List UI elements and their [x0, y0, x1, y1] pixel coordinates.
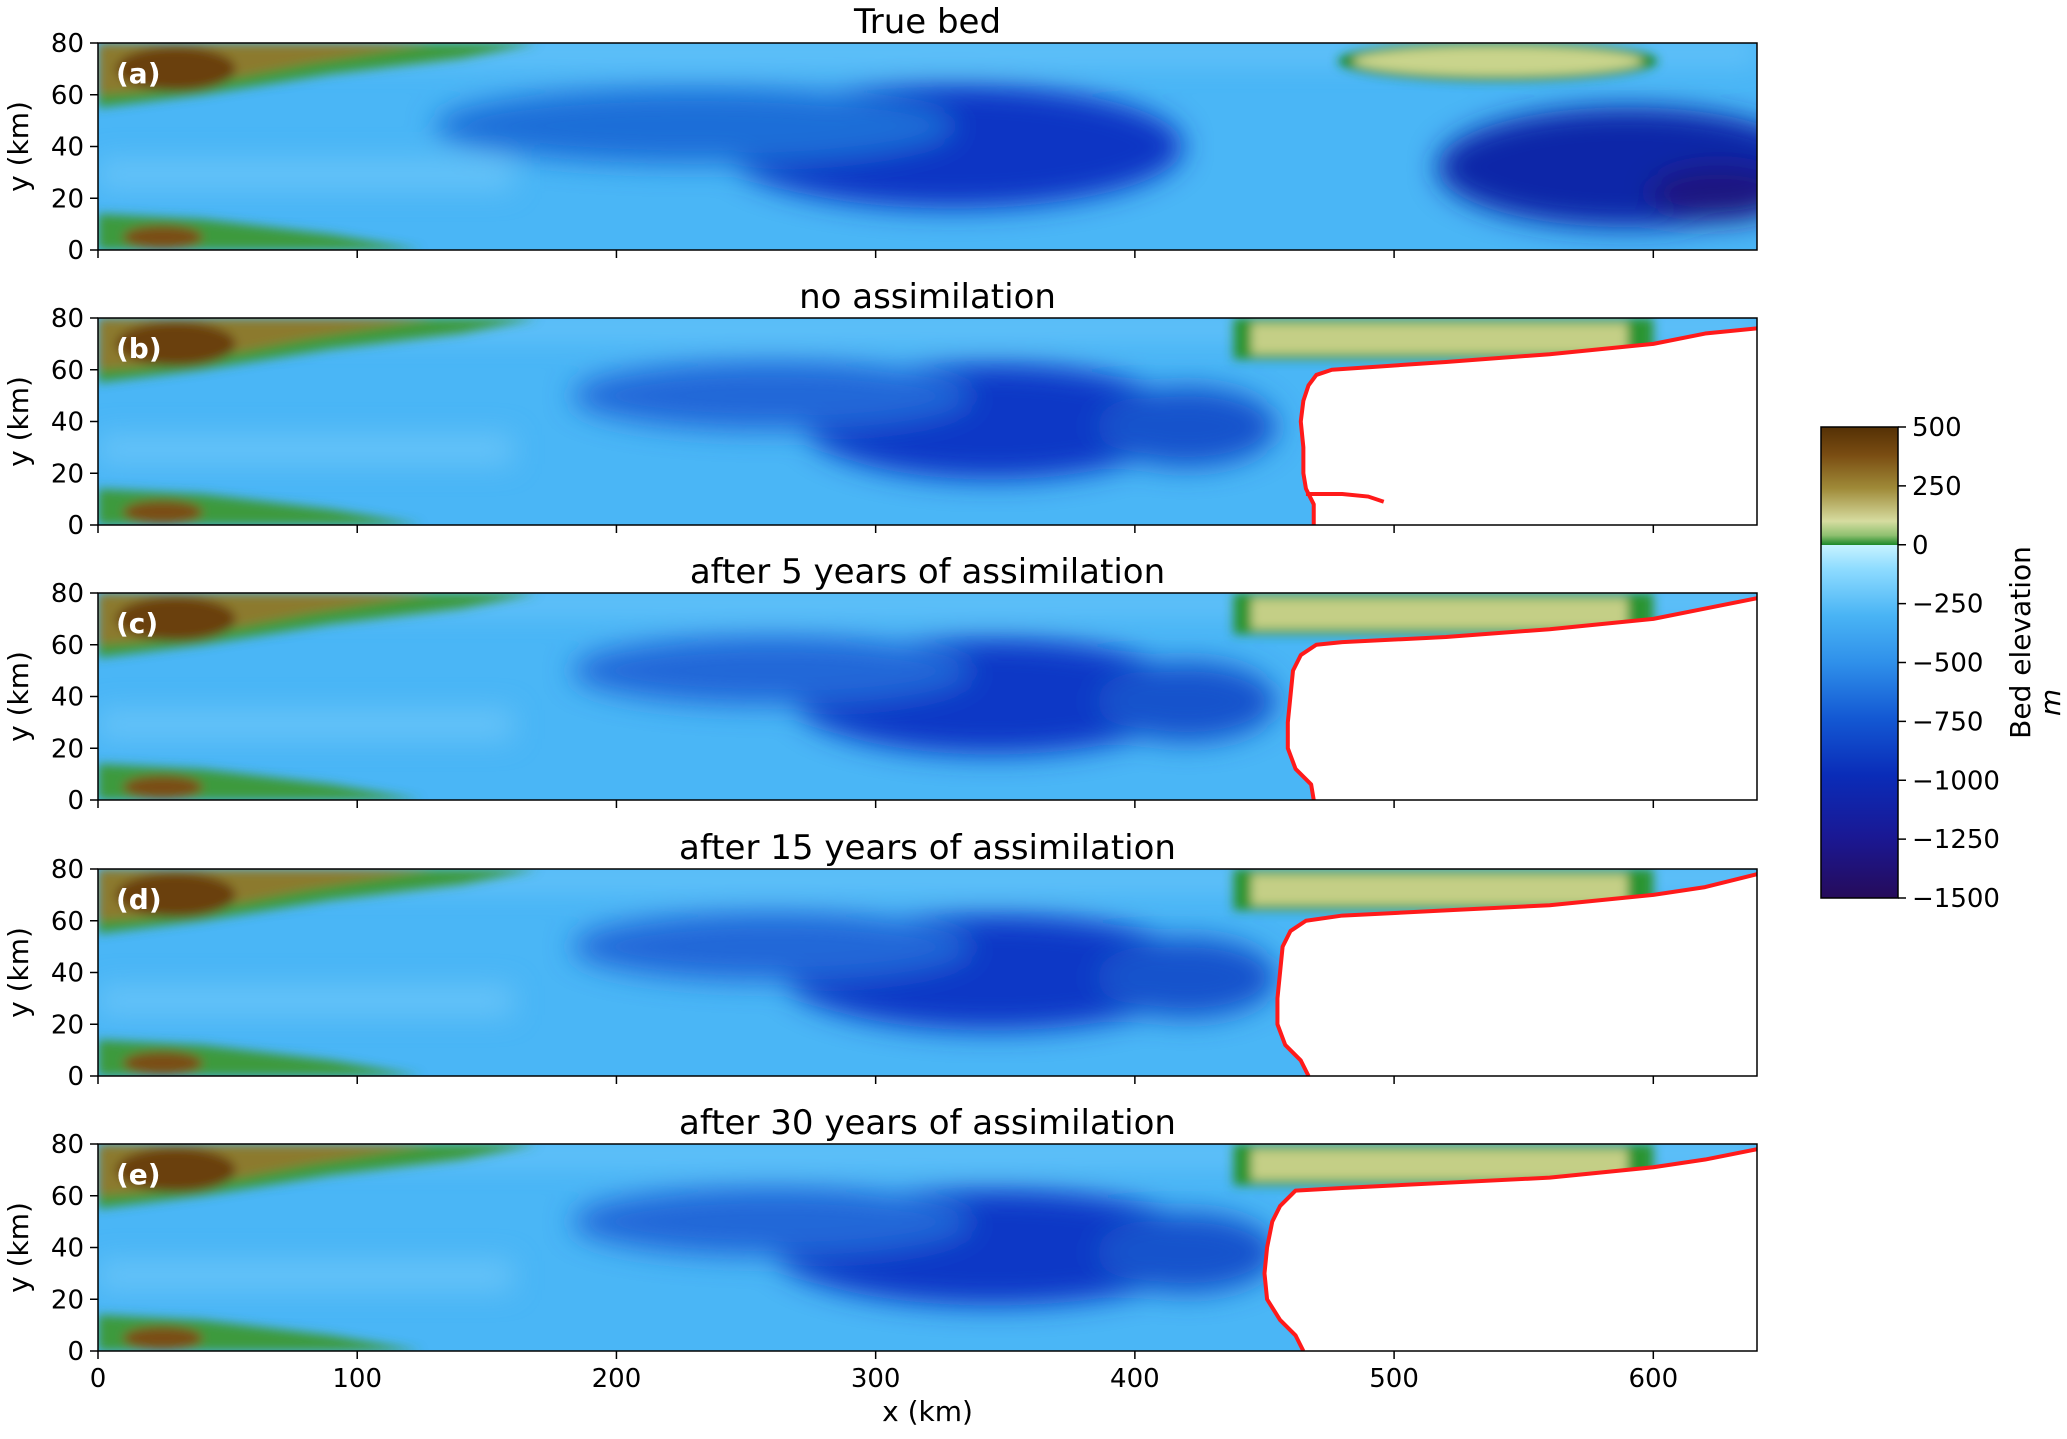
y-tick-label: 80 — [51, 304, 84, 334]
panel-title: after 30 years of assimilation — [679, 1103, 1176, 1143]
x-axis-label: x (km) — [882, 1395, 973, 1428]
grounding-line — [1275, 872, 1757, 1076]
colorbar-tick-label: −750 — [1912, 707, 1983, 737]
panel-tag: (d) — [116, 883, 162, 916]
panel-b: no assimilation (b) 0 20 40 60 80 y (km) — [2, 277, 1758, 541]
y-tick-label: 40 — [51, 1234, 84, 1264]
bed-elevation-field — [98, 593, 1757, 800]
y-tick-label: 60 — [51, 631, 84, 661]
y-tick-label: 20 — [51, 459, 84, 489]
panel-d: after 15 years of assimilation (d) 0 20 40 60… — [2, 828, 1758, 1092]
y-tick-label: 60 — [51, 81, 84, 111]
y-axis-label: y (km) — [2, 101, 35, 192]
colorbar-tick-label: −500 — [1912, 649, 1983, 679]
colorbar-tick-label: 250 — [1912, 472, 1962, 502]
colorbar-tick-label: −1500 — [1912, 884, 2000, 914]
x-tick-label: 0 — [90, 1364, 107, 1394]
y-tick-label: 0 — [67, 1337, 84, 1367]
y-tick-label: 80 — [51, 1130, 84, 1160]
y-tick-label: 60 — [51, 1182, 84, 1212]
grounding-line-branch — [1305, 491, 1385, 504]
y-tick-label: 20 — [51, 1285, 84, 1315]
x-tick-label: 200 — [592, 1364, 642, 1394]
bed-elevation-field — [98, 869, 1757, 1076]
grounding-line — [1298, 326, 1757, 525]
panel-tag: (c) — [116, 607, 158, 640]
colorbar-tick-label: −1250 — [1912, 825, 2000, 855]
colorbar-tick-label: −1000 — [1912, 766, 2000, 796]
y-tick-label: 40 — [51, 683, 84, 713]
panel-c: after 5 years of assimilation (c) 0 20 40 60 8… — [2, 552, 1758, 816]
y-tick-label: 0 — [67, 236, 84, 266]
panel-tag: (e) — [116, 1158, 161, 1191]
y-tick-label: 40 — [51, 408, 84, 438]
panel-title: True bed — [853, 2, 1001, 42]
masked-shelf-region — [1277, 874, 1757, 1076]
grounding-line — [1285, 596, 1757, 800]
y-tick-label: 60 — [51, 356, 84, 386]
x-tick-label: 500 — [1369, 1364, 1419, 1394]
x-tick-label: 600 — [1628, 1364, 1678, 1394]
panel-title: after 15 years of assimilation — [679, 828, 1176, 868]
y-tick-label: 0 — [67, 786, 84, 816]
panel-tag: (a) — [116, 57, 161, 90]
colorbar-tick-label: −250 — [1912, 590, 1983, 620]
y-tick-label: 0 — [67, 1062, 84, 1092]
y-axis-label: y (km) — [2, 927, 35, 1018]
y-tick-label: 40 — [51, 133, 84, 163]
bed-elevation-field — [98, 1144, 1757, 1351]
x-axis: 0 100 200 300 400 500 600 x (km) — [90, 1364, 1678, 1428]
y-tick-label: 20 — [51, 734, 84, 764]
colorbar-tick-label: 0 — [1912, 531, 1929, 561]
grounding-line — [1262, 1147, 1757, 1351]
y-tick-label: 0 — [67, 511, 84, 541]
bed-elevation-field — [98, 318, 1757, 525]
masked-shelf-region — [1264, 1149, 1757, 1351]
y-axis-label: y (km) — [2, 651, 35, 742]
colorbar: 500 250 0 −250 −500 −750 −1000 −1250 −1500 Bed el… — [1820, 413, 2067, 914]
masked-shelf-region — [1300, 328, 1757, 525]
x-tick-label: 100 — [332, 1364, 382, 1394]
panel-e: after 30 years of assimilation (e) 0 20 40 60… — [2, 1103, 1758, 1367]
x-tick-label: 400 — [1110, 1364, 1160, 1394]
y-axis-label: y (km) — [2, 376, 35, 467]
colorbar-gradient — [1820, 426, 1899, 899]
bed-elevation-field — [98, 43, 1757, 250]
y-tick-label: 60 — [51, 907, 84, 937]
panel-tag: (b) — [116, 332, 162, 365]
y-axis-label: y (km) — [2, 1202, 35, 1293]
panel-a: True bed (a) 0 20 40 60 80 y (km) — [2, 2, 1758, 266]
colorbar-unit: m — [2034, 689, 2067, 716]
x-tick-label: 300 — [851, 1364, 901, 1394]
panel-title: after 5 years of assimilation — [690, 552, 1165, 592]
y-tick-label: 80 — [51, 579, 84, 609]
y-tick-label: 80 — [51, 29, 84, 59]
y-tick-label: 20 — [51, 1010, 84, 1040]
colorbar-label: Bed elevation — [2004, 546, 2037, 739]
masked-shelf-region — [1287, 598, 1757, 800]
colorbar-tick-label: 500 — [1912, 413, 1962, 443]
y-tick-label: 80 — [51, 855, 84, 885]
panel-title: no assimilation — [799, 277, 1056, 317]
y-tick-label: 40 — [51, 959, 84, 989]
y-tick-label: 20 — [51, 184, 84, 214]
